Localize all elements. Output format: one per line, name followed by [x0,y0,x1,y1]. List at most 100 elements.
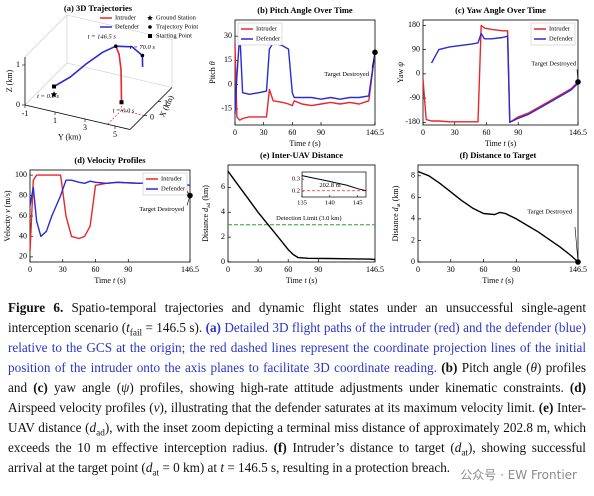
time-annotation: t = 70.0 s [130,44,155,51]
label-part: (s) [310,139,321,148]
target-pointer [574,226,579,263]
caption-text: = 146.5 s). [142,320,206,335]
inset-x-tick-label: 135 [297,199,307,206]
x-axis-label: Time t (s) [286,276,318,285]
y-tick-label: 4 [411,214,415,223]
y-tick-label: -15 [221,104,232,113]
legend-label: Defender [115,23,140,30]
panel-title: (b) Pitch Angle Over Time [257,5,353,15]
caption-text: ), showing successful arrival at the tar… [8,440,586,475]
x-axis-label: X (km) [157,93,175,118]
legend-marker [148,25,152,29]
y-axis [24,104,131,130]
projection-line [121,109,145,116]
y-tick-label: 0 [228,79,232,88]
caption-text: Intruder’s distance to target ( [286,440,455,455]
y-tick-label: 5 [113,130,117,139]
y-tick-label: 0 [411,257,415,266]
y-tick-label: 0 [416,69,420,78]
y-tick-label: 0 [221,257,225,266]
caption-text: ψ [121,380,130,395]
y-axis-label: Pitch θ [208,61,217,83]
label-part: Pitch [208,65,217,83]
caption-text: = 0 km) at [159,460,221,475]
legend-label: Trajectory Point [156,23,198,30]
caption-text: ), illustrating that the defender satura… [159,400,539,415]
caption-text: Figure 6. [8,300,64,315]
y-tick-label: 8 [411,171,415,180]
target-label: Target Destroyed [527,208,572,215]
label-part: t [308,139,311,148]
y-tick-label: 20 [19,252,27,261]
panel-title: (f) Distance to Target [460,150,537,160]
label-part: Time [485,139,504,148]
label-part: Y (km) [58,132,81,141]
label-part: Time [289,139,308,148]
x-tick-label: 30 [447,265,455,274]
legend-label: Intruder [256,25,278,32]
target-label: Target Destroyed [324,71,369,78]
y-axis-label: Distance dad (km) [201,185,212,242]
label-part: (s) [503,276,514,285]
x-axis-label: Time t (s) [289,139,321,148]
target-point [575,259,581,265]
caption-text: (a) [205,320,221,335]
legend-label: Intruder [161,175,183,182]
label-part: θ [208,61,217,65]
legend-label: Defender [256,35,281,42]
label-part: ψ [396,61,405,67]
label-part: Velocity [3,213,12,242]
x-tick-label: 60 [480,265,488,274]
axis-pane [66,14,173,40]
y-tick-label: 1 [53,116,57,125]
target-label: Target Destroyed [139,206,184,213]
time-annotation: t = 146.5 s [88,34,117,41]
caption-text: ad [96,427,105,438]
legend-label: Defender [161,185,186,192]
target-point [372,49,378,56]
label-part: Time [94,276,113,285]
x-axis-label: Time t (s) [485,139,517,148]
ground-station [50,91,58,98]
x-tick-label: 30 [451,128,459,137]
y-axis-label: Distance dat (km) [391,185,402,241]
time-annotation: t = 0.0 s [113,108,135,115]
x-tick-label: 90 [317,128,325,137]
legend-label: Starting Point [156,32,192,39]
caption: Figure 6. Spatio-temporal trajectories a… [8,298,586,478]
label-part: t [113,276,116,285]
caption-text: fail [129,327,143,338]
legend-label: Defender [549,35,574,42]
panel-title: (e) Inter-UAV Distance [260,150,343,160]
inset-x-tick-label: 140 [325,199,335,206]
caption-text: (b) [441,360,458,375]
plot-frame [417,164,579,263]
data-line [227,170,376,261]
x-tick-label: 90 [314,265,322,274]
inset-y-tick-label: 0.2 [292,188,300,195]
caption-text: = 146.5 s, resulting in a protection bre… [224,460,451,475]
y-tick-label: 2 [221,232,225,241]
x-tick-label: 30 [260,128,268,137]
x-tick-label: 146.5 [366,265,384,274]
z-tick-label: 1 [16,60,20,69]
caption-text: (e) [538,400,554,415]
x-axis-label: Time t (s) [482,276,514,285]
axis-pane [24,14,68,58]
legend-marker [148,34,152,38]
caption-text: at [461,447,468,458]
panel-title: (c) Yaw Angle Over Time [455,5,546,15]
x-tick-label: 0 [416,265,420,274]
plot-frame [422,19,579,126]
z-tick-label: 0 [16,100,20,109]
y-tick-label: -90 [409,93,420,102]
label-part: t [501,276,504,285]
panel-title: (d) Velocity Profiles [74,155,146,165]
caption-text: θ [530,360,537,375]
caption-text: (f) [273,440,287,455]
axis-pane [66,62,173,88]
caption-text: d [454,440,462,455]
label-part: Time [482,276,501,285]
time-annotation: t = 0.0 s [37,93,59,100]
x-tick-label: 1 [164,98,168,107]
